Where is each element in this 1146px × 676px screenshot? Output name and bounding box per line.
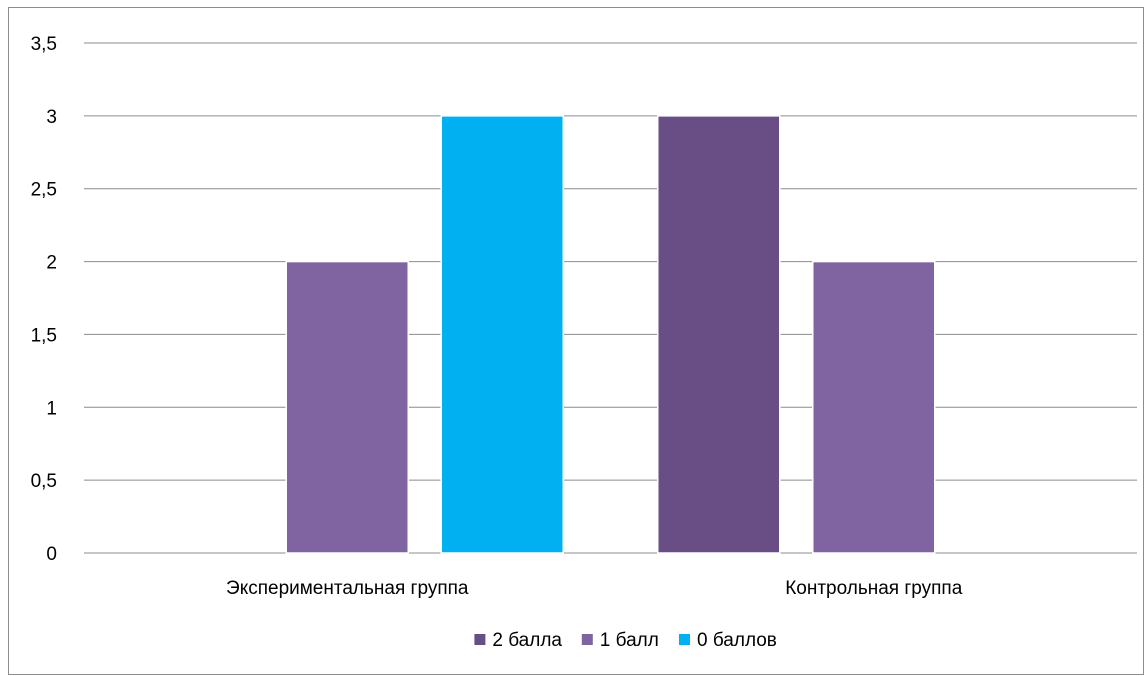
y-tick-label: 1 bbox=[46, 398, 57, 419]
y-tick-label: 3,5 bbox=[31, 34, 57, 55]
legend-swatch bbox=[581, 634, 593, 645]
bars bbox=[285, 115, 936, 554]
y-tick-label: 2 bbox=[46, 253, 57, 274]
y-tick-label: 3 bbox=[46, 107, 57, 128]
x-axis-category-labels: Экспериментальная группа Контрольная груп… bbox=[226, 578, 963, 599]
bar-chart: 0 0,5 1 1,5 2 2,5 3 3,5 Экспериментальная групп… bbox=[31, 34, 1137, 651]
y-tick-label: 2,5 bbox=[31, 180, 57, 201]
legend: 2 балла 1 балл 0 баллов bbox=[474, 630, 777, 651]
bar bbox=[812, 260, 936, 554]
legend-swatch bbox=[474, 634, 486, 645]
y-tick-label: 0 bbox=[46, 544, 57, 565]
legend-label: 2 балла bbox=[492, 630, 562, 651]
bar bbox=[440, 115, 564, 554]
chart-frame: 0 0,5 1 1,5 2 2,5 3 3,5 Экспериментальная групп… bbox=[8, 7, 1144, 675]
legend-label: 1 балл bbox=[600, 630, 659, 651]
x-category-label: Контрольная группа bbox=[785, 578, 963, 599]
y-axis-tick-labels: 0 0,5 1 1,5 2 2,5 3 3,5 bbox=[31, 34, 57, 565]
bar bbox=[657, 115, 781, 554]
legend-swatch bbox=[679, 634, 690, 645]
bar bbox=[285, 260, 409, 554]
y-tick-label: 0,5 bbox=[31, 471, 57, 492]
gridlines bbox=[84, 42, 1137, 554]
y-tick-label: 1,5 bbox=[31, 325, 57, 346]
legend-label: 0 баллов bbox=[697, 630, 777, 651]
x-category-label: Экспериментальная группа bbox=[226, 578, 469, 599]
